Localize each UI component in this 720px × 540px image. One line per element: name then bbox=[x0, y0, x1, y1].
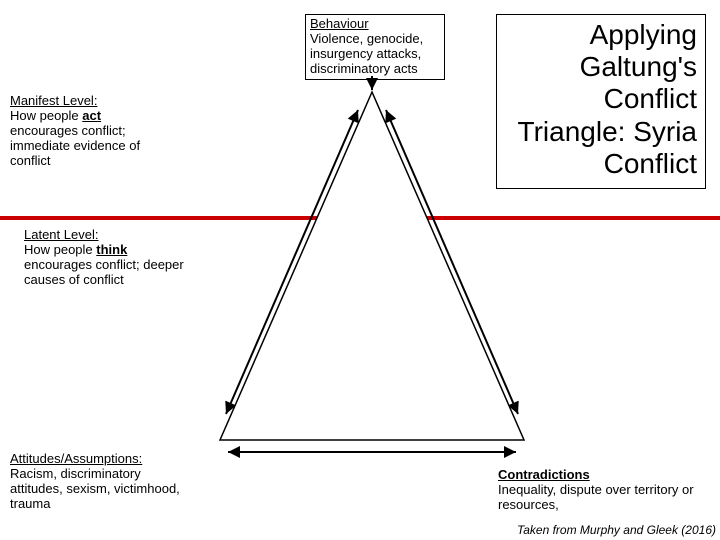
behaviour-box: Behaviour Violence, genocide, insurgency… bbox=[305, 14, 445, 80]
attitudes-text: Racism, discriminatory attitudes, sexism… bbox=[10, 466, 180, 511]
triangle bbox=[220, 92, 524, 440]
latent-heading: Latent Level: bbox=[24, 227, 98, 242]
latent-level-box: Latent Level: How people think encourage… bbox=[24, 228, 209, 288]
arrow-left-side bbox=[226, 110, 358, 414]
attitudes-box: Attitudes/Assumptions: Racism, discrimin… bbox=[10, 452, 185, 512]
attitudes-heading: Attitudes/Assumptions: bbox=[10, 451, 142, 466]
behaviour-heading: Behaviour bbox=[310, 16, 369, 31]
manifest-line1-pre: How people bbox=[10, 108, 82, 123]
manifest-heading: Manifest Level: bbox=[10, 93, 97, 108]
contradictions-box: Contradictions Inequality, dispute over … bbox=[498, 468, 698, 513]
title-box: Applying Galtung's Conflict Triangle: Sy… bbox=[496, 14, 706, 189]
manifest-line1-bold: act bbox=[82, 108, 101, 123]
page-title: Applying Galtung's Conflict Triangle: Sy… bbox=[518, 19, 697, 179]
manifest-rest: encourages conflict; immediate evidence … bbox=[10, 123, 140, 168]
behaviour-text: Violence, genocide, insurgency attacks, … bbox=[310, 31, 423, 76]
contradictions-text: Inequality, dispute over territory or re… bbox=[498, 482, 694, 512]
water-line bbox=[0, 216, 720, 220]
source-text: Taken from Murphy and Gleek (2016) bbox=[517, 523, 716, 537]
latent-rest: encourages conflict; deeper causes of co… bbox=[24, 257, 184, 287]
contradictions-heading: Contradictions bbox=[498, 467, 590, 482]
source-citation: Taken from Murphy and Gleek (2016) bbox=[517, 523, 716, 537]
latent-line1-bold: think bbox=[96, 242, 127, 257]
latent-line1-pre: How people bbox=[24, 242, 96, 257]
manifest-level-box: Manifest Level: How people act encourage… bbox=[10, 94, 175, 169]
